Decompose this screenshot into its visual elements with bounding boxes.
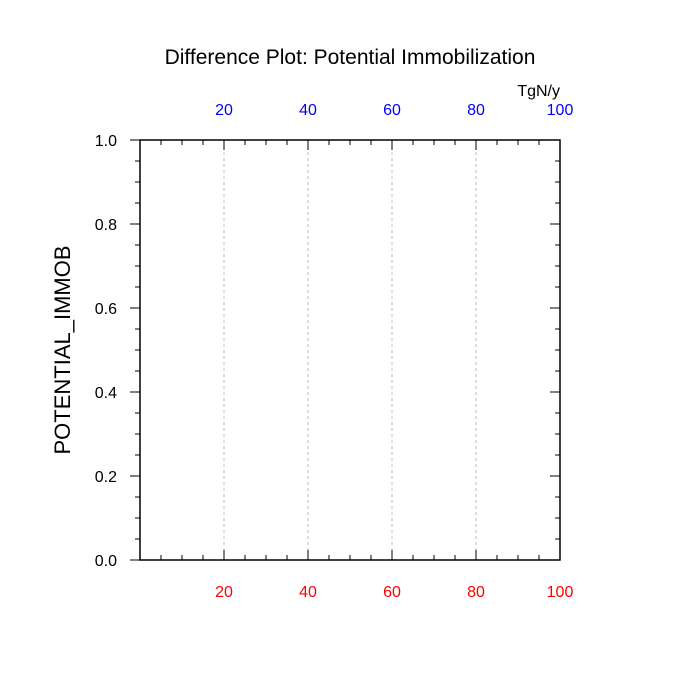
top-axis-unit: TgN/y: [517, 83, 560, 100]
x-tick-label-top: 60: [383, 102, 401, 119]
y-tick-label: 0.6: [95, 301, 117, 318]
x-tick-label-top: 40: [299, 102, 317, 119]
y-tick-label: 0.4: [95, 385, 117, 402]
x-tick-label-top: 100: [547, 102, 574, 119]
y-tick-label: 0.8: [95, 217, 117, 234]
chart-title: Difference Plot: Potential Immobilizatio…: [165, 46, 536, 69]
y-tick-label: 1.0: [95, 133, 117, 150]
plot-frame: [139, 139, 561, 561]
y-axis-label: POTENTIAL_IMMOB: [50, 245, 75, 454]
y-tick-label: 0.0: [95, 553, 117, 570]
axis-ticks: [130, 139, 561, 561]
x-tick-label-bottom: 100: [547, 584, 574, 601]
x-tick-label-bottom: 80: [467, 584, 485, 601]
x-tick-label-bottom: 40: [299, 584, 317, 601]
x-tick-label-bottom: 60: [383, 584, 401, 601]
x-tick-label-top: 20: [215, 102, 233, 119]
grid-lines: [223, 140, 477, 560]
y-tick-label: 0.2: [95, 469, 117, 486]
tick-labels: 20 20 40 40 60 60 80 80 100 100 0.0 0.2 0.4 0.6 0.8 1.0: [95, 102, 574, 601]
x-tick-label-top: 80: [467, 102, 485, 119]
x-tick-label-bottom: 20: [215, 584, 233, 601]
